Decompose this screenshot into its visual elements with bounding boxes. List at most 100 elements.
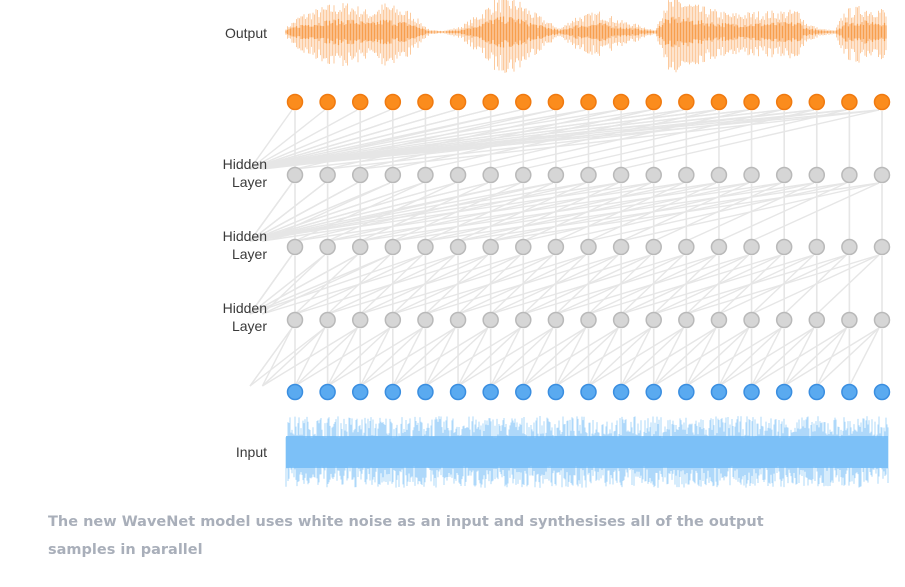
input-node [710, 383, 728, 401]
connection [816, 327, 880, 387]
hidden-node-l3 [319, 311, 336, 329]
connection [523, 254, 717, 315]
input-waveform [285, 416, 889, 488]
output-node [449, 93, 467, 111]
hidden-node-l3 [873, 311, 891, 329]
hidden-node-l3 [743, 311, 760, 329]
connection [685, 327, 782, 387]
connection [522, 327, 619, 387]
input-node [449, 383, 467, 401]
hidden-node-l2 [384, 238, 402, 256]
connection [294, 182, 554, 242]
connection [653, 254, 847, 315]
connection [249, 109, 651, 170]
nodes [286, 93, 891, 401]
connection [249, 109, 521, 170]
connection [249, 327, 293, 387]
output-node [351, 93, 369, 111]
connection [751, 327, 847, 387]
output-node [515, 93, 532, 111]
input-node [515, 383, 532, 401]
connection [249, 109, 456, 170]
output-label: Output [224, 25, 267, 41]
connection [360, 109, 619, 170]
hidden-node-l3 [384, 311, 402, 329]
connection [327, 109, 847, 170]
hidden-node-l3 [678, 311, 695, 329]
connection [327, 254, 521, 315]
connection [588, 109, 847, 170]
connection [327, 109, 586, 170]
input-node [482, 383, 499, 401]
connection [848, 327, 880, 387]
hidden-node-l1 [351, 166, 369, 184]
hidden-node-l1 [319, 166, 336, 184]
connection [392, 327, 456, 387]
output-node [580, 93, 597, 111]
connection [588, 327, 684, 387]
hidden-node-l1 [580, 166, 597, 184]
connection [249, 109, 358, 170]
hidden-node-l2 [580, 238, 597, 256]
input-node [547, 383, 565, 401]
connection [620, 327, 717, 387]
hidden-node-l1 [417, 166, 434, 184]
connection [457, 327, 554, 387]
connection [294, 182, 684, 242]
output-node [743, 93, 760, 111]
output-node [808, 93, 826, 111]
connection [261, 327, 293, 387]
connection [490, 182, 880, 242]
input-wave-core [286, 436, 888, 468]
connection [249, 182, 488, 242]
hidden-node-l3 [710, 311, 728, 329]
connection [249, 109, 326, 170]
hidden-node-l1 [547, 166, 565, 184]
connection [249, 109, 293, 170]
input-node [612, 383, 630, 401]
connection [718, 327, 815, 387]
connection [249, 182, 554, 242]
connection [685, 327, 750, 387]
hidden-node-l2 [482, 238, 499, 256]
output-waveform [285, 0, 887, 73]
connection [249, 109, 488, 170]
connection [249, 109, 619, 170]
input-node [808, 383, 826, 401]
input-node [645, 383, 662, 401]
connection [686, 254, 880, 315]
connection [392, 182, 782, 242]
connection [249, 182, 619, 242]
hidden-node-l2 [678, 238, 695, 256]
input-node [319, 383, 336, 401]
hidden-node-l2 [515, 238, 532, 256]
hidden-node-l1 [710, 166, 728, 184]
connection [249, 254, 423, 315]
connection [249, 109, 880, 170]
connection [425, 254, 619, 315]
output-node [286, 93, 304, 111]
hidden-node-l3 [417, 311, 434, 329]
connection [620, 327, 684, 387]
input-node [678, 383, 695, 401]
connection [261, 327, 326, 387]
connection [249, 109, 423, 170]
hidden-node-l2 [319, 238, 336, 256]
connection [718, 327, 782, 387]
hidden-node-l2 [645, 238, 662, 256]
hidden-node-l1 [515, 166, 532, 184]
connection [360, 254, 554, 315]
hidden-node-l2 [808, 238, 826, 256]
input-label: Input [235, 444, 267, 460]
connection [751, 182, 880, 242]
connection [620, 182, 880, 242]
connection [425, 327, 521, 387]
connection [555, 327, 652, 387]
hidden-node-l3 [449, 311, 467, 329]
connection [262, 327, 358, 387]
connection [262, 182, 651, 242]
connection [294, 182, 423, 242]
output-node [678, 93, 695, 111]
connection [249, 109, 391, 170]
connection [555, 254, 749, 315]
